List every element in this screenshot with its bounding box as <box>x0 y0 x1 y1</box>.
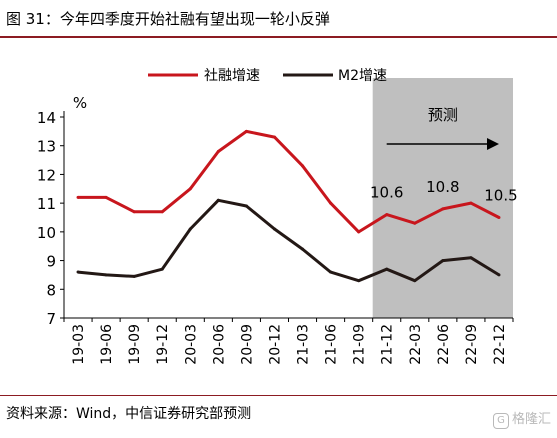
x-tick-label: 21-12 <box>380 324 396 365</box>
data-point <box>329 201 333 205</box>
data-label: 10.5 <box>484 187 517 205</box>
x-tick-label: 19-12 <box>155 324 171 365</box>
data-point <box>216 149 220 153</box>
x-tick-label: 21-06 <box>324 324 340 365</box>
y-tick-label: 12 <box>37 166 56 184</box>
y-tick-label: 13 <box>37 138 56 156</box>
data-point <box>188 187 192 191</box>
data-point <box>301 247 305 251</box>
data-point <box>244 204 248 208</box>
x-tick-label: 22-06 <box>436 324 452 365</box>
data-label: 10.8 <box>426 178 459 196</box>
x-tick-label: 20-06 <box>211 324 227 365</box>
data-point <box>469 256 473 260</box>
x-tick-label: 20-03 <box>183 324 199 365</box>
x-tick-label: 20-12 <box>267 324 283 365</box>
data-point <box>132 210 136 214</box>
data-point <box>76 195 80 199</box>
line-chart: 预测 社融增速 M2增速% 7 8 9 10 11 12 13 14 19-03 19-06 19-09 1… <box>37 68 518 365</box>
series-line-1 <box>78 129 500 234</box>
watermark: G 格隆汇 <box>492 408 551 429</box>
data-point <box>76 270 80 274</box>
series-line-2 <box>77 198 500 283</box>
data-point <box>160 267 164 271</box>
x-tick-label: 22-12 <box>492 324 508 365</box>
data-label: 10.6 <box>370 184 403 202</box>
forecast-label: 预测 <box>428 106 458 124</box>
y-tick-label: 10 <box>37 224 56 242</box>
data-point <box>385 267 389 271</box>
y-tick-label: 9 <box>46 253 56 271</box>
x-tick-label: 20-09 <box>239 324 255 365</box>
y-tick-label: 14 <box>37 109 56 127</box>
data-point <box>413 221 417 225</box>
data-point <box>216 198 220 202</box>
y-tick-label: 8 <box>46 281 56 299</box>
x-tick-label: 19-03 <box>71 324 87 365</box>
x-tick-label: 22-03 <box>408 324 424 365</box>
y-tick-label: 11 <box>37 195 56 213</box>
legend-label-1: 社融增速 <box>204 68 260 84</box>
source-note: 资料来源：Wind，中信证券研究部预测 <box>6 406 252 422</box>
x-tick-label: 19-06 <box>99 324 115 365</box>
data-point <box>497 216 501 219</box>
y-axis-unit-label: % <box>73 94 87 112</box>
y-tick-label: 7 <box>46 310 56 328</box>
data-point <box>441 207 445 211</box>
watermark-text: 格隆汇 <box>511 412 551 427</box>
legend-label-2: M2增速 <box>338 68 387 84</box>
data-point <box>160 210 164 214</box>
x-tick-label: 21-09 <box>352 324 368 365</box>
data-point <box>357 279 361 283</box>
footer-rule <box>0 395 557 396</box>
forecast-region <box>372 78 513 318</box>
watermark-logo-icon: G <box>492 413 509 429</box>
data-point <box>272 227 276 231</box>
data-point <box>104 195 108 199</box>
x-tick-label: 22-09 <box>464 324 480 365</box>
data-point <box>188 227 192 231</box>
x-tick-label: 19-09 <box>127 324 143 365</box>
data-point <box>413 279 417 283</box>
data-point <box>132 274 136 278</box>
data-point <box>357 230 361 234</box>
data-point <box>385 213 389 217</box>
data-point <box>469 201 473 205</box>
data-point <box>104 273 108 277</box>
data-point <box>272 135 276 139</box>
forecast-arrow-icon <box>487 138 499 150</box>
data-point <box>497 273 501 277</box>
data-point <box>244 129 248 133</box>
data-point <box>441 259 445 263</box>
title-rule <box>0 36 557 38</box>
figure-title: 图 31：今年四季度开始社融有望出现一轮小反弹 <box>6 10 330 28</box>
data-point <box>301 164 305 168</box>
x-tick-label: 21-03 <box>296 324 312 365</box>
data-point <box>329 270 333 274</box>
